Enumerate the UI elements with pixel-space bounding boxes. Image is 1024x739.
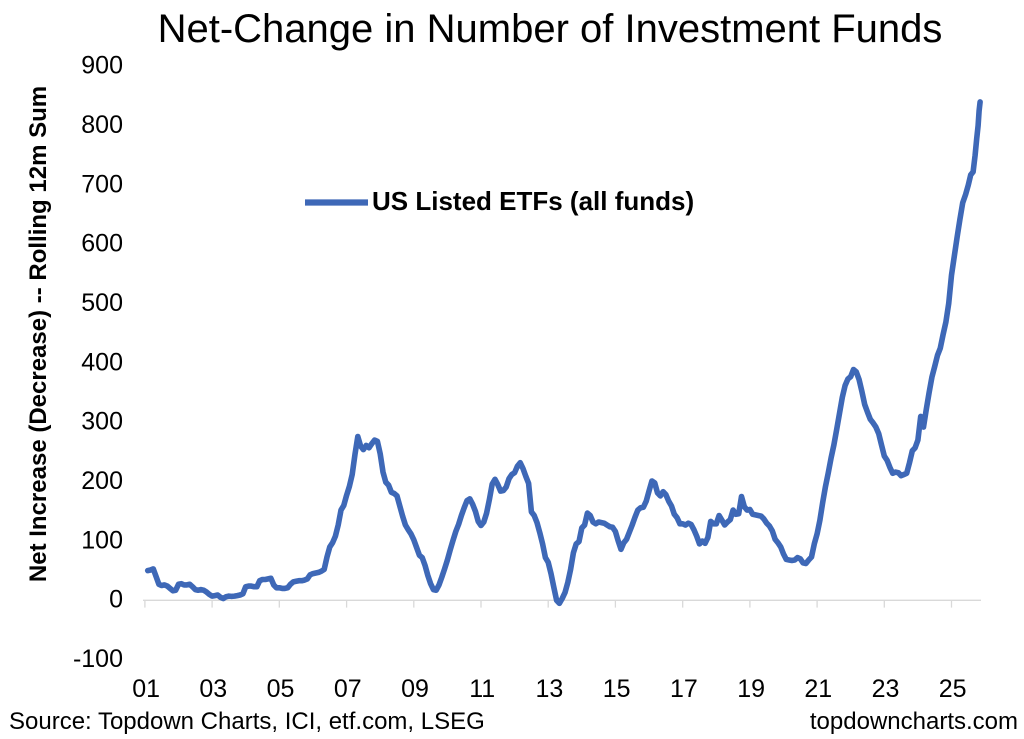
svg-text:300: 300 [81,408,123,436]
svg-text:Net-Change in Number of Invest: Net-Change in Number of Investment Funds [158,7,943,51]
svg-text:23: 23 [872,675,900,703]
svg-text:topdowncharts.com: topdowncharts.com [810,708,1018,735]
svg-text:03: 03 [199,675,227,703]
svg-text:-100: -100 [73,645,123,673]
svg-text:15: 15 [603,675,631,703]
svg-text:25: 25 [939,675,967,703]
svg-text:07: 07 [334,675,362,703]
svg-text:500: 500 [81,289,123,317]
svg-text:Net Increase (Decrease) -- Rol: Net Increase (Decrease) -- Rolling 12m S… [25,86,52,582]
svg-text:900: 900 [81,52,123,80]
svg-text:05: 05 [267,675,295,703]
svg-text:01: 01 [132,675,160,703]
svg-text:09: 09 [401,675,429,703]
svg-text:200: 200 [81,467,123,495]
svg-text:0: 0 [109,586,123,614]
svg-text:17: 17 [670,675,698,703]
svg-text:800: 800 [81,111,123,139]
svg-text:13: 13 [535,675,563,703]
svg-text:600: 600 [81,230,123,258]
svg-text:19: 19 [737,675,765,703]
svg-text:100: 100 [81,526,123,554]
svg-text:11: 11 [469,675,495,703]
svg-text:US Listed ETFs (all funds): US Listed ETFs (all funds) [372,186,694,216]
svg-text:21: 21 [804,675,832,703]
svg-text:Source: Topdown Charts, ICI, e: Source: Topdown Charts, ICI, etf.com, LS… [9,708,485,735]
svg-text:700: 700 [81,170,123,198]
svg-text:400: 400 [81,348,123,376]
